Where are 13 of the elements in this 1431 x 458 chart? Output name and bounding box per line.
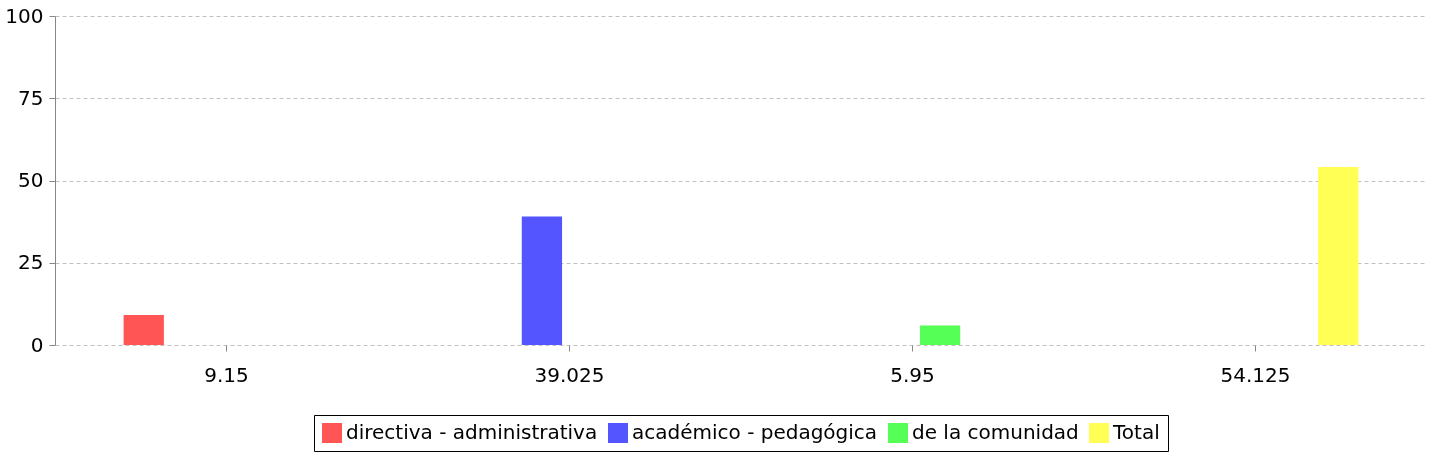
y-tick-label: 25	[18, 250, 44, 275]
y-tick-label: 0	[30, 332, 44, 357]
x-tick-label: 54.125	[1220, 362, 1291, 387]
legend-label: directiva - administrativa	[346, 420, 598, 444]
y-tick-label: 100	[5, 3, 44, 28]
legend-label: de la comunidad	[912, 420, 1079, 444]
legend-label: Total	[1112, 420, 1160, 444]
y-tick-label: 50	[18, 168, 44, 192]
x-tick-label: 39.025	[534, 362, 605, 387]
x-tick-label: 5.95	[890, 362, 935, 387]
legend-label: académico - pedagógica	[632, 420, 878, 444]
y-tick-label: 75	[18, 85, 44, 110]
x-tick-label: 9.15	[204, 362, 249, 387]
